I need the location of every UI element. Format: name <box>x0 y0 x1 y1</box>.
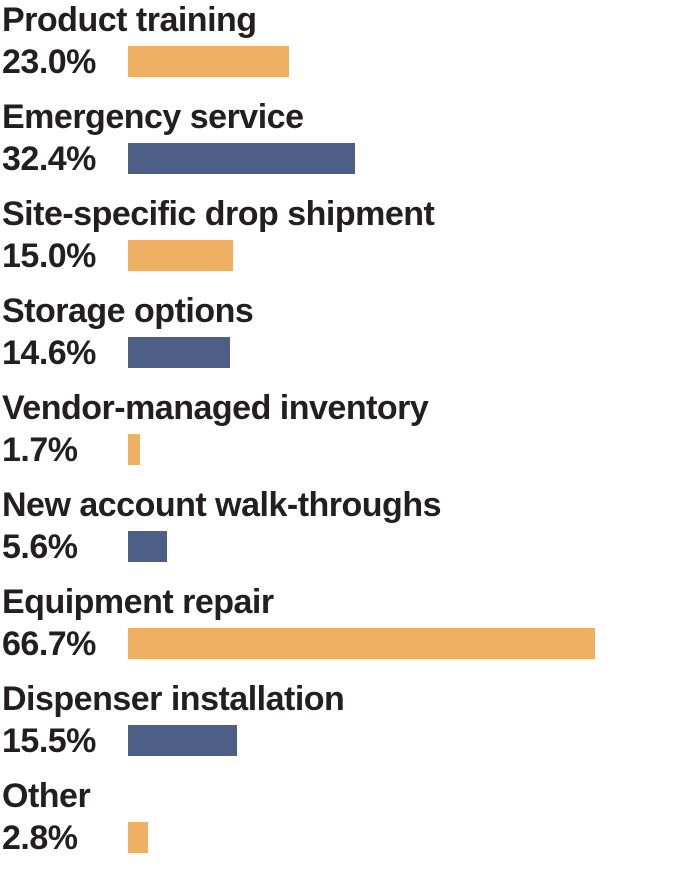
bar <box>128 725 237 756</box>
bar-row: Other 2.8% <box>0 777 677 876</box>
value-label: 23.0% <box>2 43 96 81</box>
value-label: 15.0% <box>2 237 96 275</box>
value-label: 5.6% <box>2 528 78 566</box>
value-label: 15.5% <box>2 722 96 760</box>
bar <box>128 46 289 77</box>
category-label: Site-specific drop shipment <box>2 195 435 233</box>
value-label: 1.7% <box>2 431 78 469</box>
category-label: New account walk-throughs <box>2 486 442 524</box>
bar <box>128 143 355 174</box>
bar-row: Emergency service 32.4% <box>0 98 677 197</box>
bar <box>128 531 168 562</box>
category-label: Dispenser installation <box>2 680 345 718</box>
bar <box>128 434 140 465</box>
bar-row: Site-specific drop shipment 15.0% <box>0 195 677 294</box>
bar <box>128 240 233 271</box>
bar-row: Storage options 14.6% <box>0 292 677 391</box>
value-label: 14.6% <box>2 334 96 372</box>
value-label: 2.8% <box>2 819 78 857</box>
category-label: Other <box>2 777 91 815</box>
bar-row: Product training 23.0% <box>0 1 677 100</box>
value-label: 66.7% <box>2 625 96 663</box>
bar-row: New account walk-throughs 5.6% <box>0 486 677 585</box>
bar <box>128 822 148 853</box>
value-label: 32.4% <box>2 140 96 178</box>
bar <box>128 628 595 659</box>
category-label: Storage options <box>2 292 254 330</box>
bar-row: Dispenser installation 15.5% <box>0 680 677 779</box>
category-label: Vendor-managed inventory <box>2 389 429 427</box>
category-label: Emergency service <box>2 98 304 136</box>
bar <box>128 337 231 368</box>
bar-row: Equipment repair 66.7% <box>0 583 677 682</box>
bar-row: Vendor-managed inventory 1.7% <box>0 389 677 488</box>
category-label: Product training <box>2 1 257 39</box>
category-label: Equipment repair <box>2 583 274 621</box>
